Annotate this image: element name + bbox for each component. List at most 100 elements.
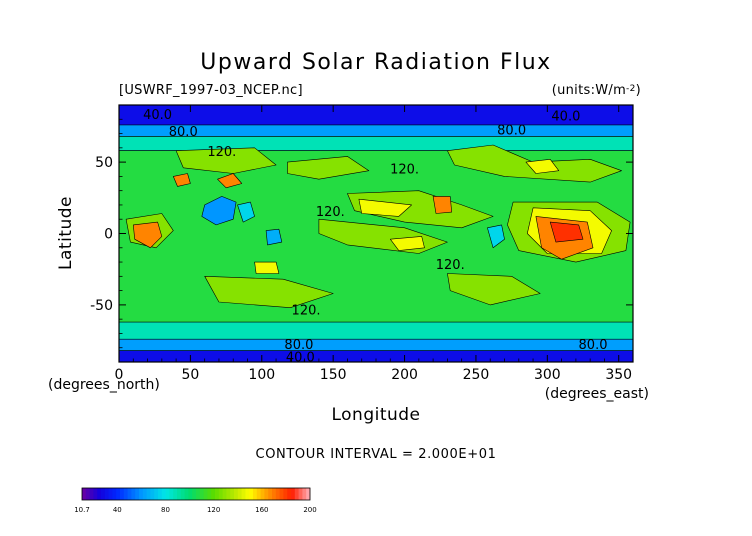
colorbar-swatch (272, 488, 277, 500)
contour-label-11: 80.0 (579, 338, 608, 353)
heatmap-region-18 (204, 275, 334, 309)
colorbar-swatch (177, 488, 182, 500)
y-tick-label-1: 0 (104, 227, 113, 243)
colorbar-swatch (279, 488, 284, 500)
colorbar-swatch (275, 488, 280, 500)
colorbar (82, 488, 311, 500)
colorbar-label-0: 10.7 (74, 506, 90, 514)
x-tick-label-3: 150 (320, 367, 347, 383)
colorbar-swatch (211, 488, 216, 500)
colorbar-swatch (154, 488, 159, 500)
heatmap-region-10 (487, 224, 505, 249)
heatmap-region-26 (173, 173, 191, 187)
colorbar-swatch (161, 488, 166, 500)
heatmap-region-9 (265, 228, 283, 246)
contour-label-1: 80.0 (169, 125, 198, 140)
colorbar-swatch (180, 488, 185, 500)
colorbar-swatch (249, 488, 254, 500)
contour-label-4: 40.0 (551, 109, 580, 124)
colorbar-swatch (283, 488, 288, 500)
heatmap-region-4 (119, 136, 633, 151)
contour-label-5: 120. (390, 162, 419, 177)
heatmap-field (119, 105, 633, 362)
file-label: [USWRF_1997-03_NCEP.nc] (119, 83, 303, 98)
colorbar-swatch (207, 488, 212, 500)
contour-label-6: 120. (316, 205, 345, 220)
colorbar-swatch (241, 488, 246, 500)
colorbar-swatch (245, 488, 250, 500)
units-prefix: (units:W/m (552, 83, 626, 98)
colorbar-swatch (89, 488, 94, 500)
colorbar-swatch (203, 488, 208, 500)
x-axis: 0 50 100 150 200 250 300 350 (115, 105, 632, 383)
colorbar-label-2: 80 (161, 506, 170, 514)
x-tick-label-0: 0 (115, 367, 124, 383)
colorbar-swatch (97, 488, 102, 500)
colorbar-swatch (226, 488, 231, 500)
x-tick-label-5: 250 (463, 367, 490, 383)
contour-label-7: 120. (436, 258, 465, 273)
colorbar-frame (81, 487, 311, 501)
heatmap-region-13 (287, 156, 370, 180)
heatmap-region-20 (358, 198, 413, 217)
colorbar-swatch (256, 488, 261, 500)
colorbar-swatch (237, 488, 242, 500)
colorbar-swatch (173, 488, 178, 500)
colorbar-swatch (264, 488, 269, 500)
units-label: (units:W/m-2) (552, 83, 641, 98)
colorbar-swatch (291, 488, 296, 500)
heatmap-region-28 (432, 196, 453, 214)
colorbar-swatch (146, 488, 151, 500)
colorbar-swatch (135, 488, 140, 500)
colorbar-swatch (150, 488, 155, 500)
chart-title: Upward Solar Radiation Flux (200, 50, 551, 75)
colorbar-label-4: 160 (255, 506, 268, 514)
contour-label-10: 40.0 (286, 351, 315, 366)
colorbar-swatch (108, 488, 113, 500)
heatmap-region-30 (549, 221, 584, 243)
units-suffix: ) (636, 83, 641, 98)
heatmap-region-8 (237, 201, 255, 223)
colorbar-swatch (298, 488, 303, 500)
x-tick-label-1: 50 (181, 367, 199, 383)
heatmap-region-5 (119, 321, 633, 340)
colorbar-swatch (268, 488, 273, 500)
colorbar-swatch (192, 488, 197, 500)
heatmap-region-25 (133, 221, 163, 249)
heatmap-region-2 (119, 124, 633, 137)
x-axis-label: Longitude (331, 405, 420, 425)
y-unit-label: (degrees_north) (48, 377, 160, 393)
contour-label-0: 40.0 (143, 108, 172, 123)
x-tick-label-4: 200 (391, 367, 418, 383)
heatmap-region-7 (201, 196, 237, 226)
y-axis: 50 0 -50 (90, 118, 633, 349)
colorbar-swatch (93, 488, 98, 500)
colorbar-swatch (127, 488, 132, 500)
heatmap-region-27 (217, 173, 243, 189)
y-tick-label-2: -50 (90, 298, 113, 314)
colorbar-swatch (82, 488, 87, 500)
contour-label-9: 80.0 (284, 338, 313, 353)
contour-label-2: 120. (207, 145, 236, 160)
colorbar-swatch (188, 488, 193, 500)
colorbar-swatch (230, 488, 235, 500)
colorbar-swatch (260, 488, 265, 500)
colorbar-swatch (234, 488, 239, 500)
x-unit-label: (degrees_east) (545, 386, 649, 402)
colorbar-swatch (196, 488, 201, 500)
y-axis-label: Latitude (56, 196, 76, 270)
colorbar-swatch (184, 488, 189, 500)
colorbar-label-3: 120 (207, 506, 220, 514)
colorbar-swatch (306, 488, 311, 500)
contour-interval: CONTOUR INTERVAL = 2.000E+01 (256, 447, 497, 462)
heatmap-region-0 (119, 105, 633, 126)
y-tick-label-0: 50 (95, 155, 113, 171)
colorbar-swatch (120, 488, 125, 500)
x-tick-label-2: 100 (248, 367, 275, 383)
contour-label-3: 80.0 (497, 124, 526, 139)
colorbar-swatch (104, 488, 109, 500)
contour-label-8: 120. (292, 304, 321, 319)
contour-labels: 40.080.0120.80.040.0120.120.120.120.80.0… (143, 108, 608, 366)
